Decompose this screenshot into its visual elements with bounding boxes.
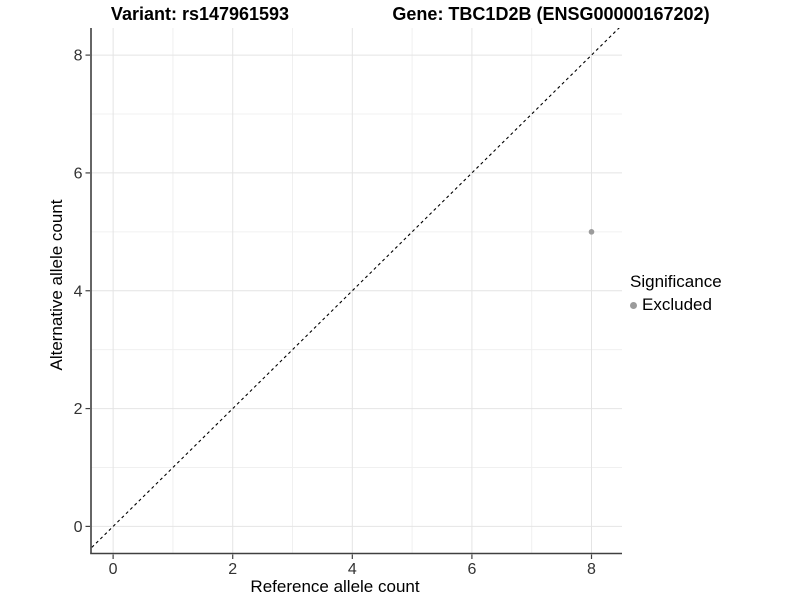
- y-tick-label-4: 4: [74, 283, 83, 300]
- data-point-0: [588, 229, 595, 235]
- y-tick-label-6: 6: [74, 165, 83, 182]
- x-tick-label-0: 0: [109, 561, 118, 578]
- x-tick-label-8: 8: [587, 561, 596, 578]
- y-tick-label-2: 2: [74, 401, 83, 418]
- x-tick-label-4: 4: [348, 561, 357, 578]
- plot-title-variant: Variant: rs147961593: [110, 4, 290, 24]
- identity-line: [91, 28, 620, 549]
- x-tick-label-6: 6: [467, 561, 476, 578]
- legend-item-excluded: Excluded: [630, 295, 722, 315]
- y-tick-label-8: 8: [74, 48, 83, 65]
- plot-title-gene: Gene: TBC1D2B (ENSG00000167202): [392, 4, 710, 24]
- legend-point-icon: [630, 301, 637, 309]
- legend: Significance Excluded: [630, 272, 722, 315]
- legend-item-label: Excluded: [642, 295, 712, 314]
- legend-title: Significance: [630, 272, 722, 291]
- y-tick-label-0: 0: [74, 519, 83, 536]
- x-axis-title: Reference allele count: [250, 577, 420, 596]
- x-tick-label-2: 2: [228, 561, 237, 578]
